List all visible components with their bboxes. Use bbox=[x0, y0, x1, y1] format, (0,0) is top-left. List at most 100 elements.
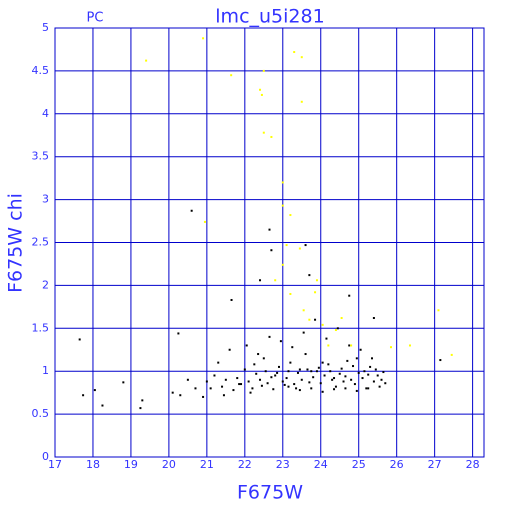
point bbox=[264, 370, 267, 373]
point bbox=[209, 387, 212, 390]
point bbox=[240, 383, 243, 386]
point bbox=[228, 348, 231, 351]
point bbox=[221, 385, 224, 388]
point bbox=[308, 318, 311, 321]
point bbox=[179, 394, 182, 397]
point bbox=[319, 382, 322, 385]
point bbox=[344, 375, 347, 378]
point bbox=[230, 74, 233, 77]
x-tick-label: 27 bbox=[428, 458, 442, 471]
y-tick-label: 5 bbox=[42, 21, 49, 34]
y-tick-label: 0.5 bbox=[32, 407, 50, 420]
point bbox=[296, 371, 299, 374]
point bbox=[285, 377, 288, 380]
point bbox=[327, 363, 330, 366]
point bbox=[306, 368, 309, 371]
point bbox=[382, 371, 385, 374]
point bbox=[342, 380, 345, 383]
x-tick-label: 18 bbox=[86, 458, 100, 471]
point bbox=[289, 361, 292, 364]
point bbox=[247, 380, 250, 383]
point bbox=[310, 387, 313, 390]
point bbox=[338, 372, 341, 375]
x-tick-label: 17 bbox=[48, 458, 62, 471]
point bbox=[321, 390, 324, 393]
point bbox=[353, 383, 356, 386]
point bbox=[277, 365, 280, 368]
point bbox=[372, 317, 375, 320]
point bbox=[314, 318, 317, 321]
point bbox=[325, 337, 328, 340]
point bbox=[348, 344, 351, 347]
point bbox=[262, 357, 265, 360]
point bbox=[300, 56, 303, 59]
point bbox=[259, 279, 262, 282]
point bbox=[268, 228, 271, 231]
x-tick-label: 19 bbox=[124, 458, 138, 471]
point bbox=[334, 329, 337, 332]
point bbox=[177, 332, 180, 335]
point bbox=[255, 372, 258, 375]
point bbox=[315, 279, 318, 282]
point bbox=[321, 361, 324, 364]
point bbox=[365, 387, 368, 390]
point bbox=[270, 376, 273, 379]
point bbox=[251, 387, 254, 390]
point bbox=[374, 368, 377, 371]
x-tick-label: 20 bbox=[162, 458, 176, 471]
point bbox=[213, 374, 216, 377]
point bbox=[202, 395, 205, 398]
point bbox=[359, 348, 362, 351]
point bbox=[317, 366, 320, 369]
y-tick-label: 4 bbox=[42, 107, 49, 120]
point bbox=[245, 344, 248, 347]
point bbox=[260, 384, 263, 387]
point bbox=[262, 131, 265, 134]
point bbox=[331, 378, 334, 381]
point bbox=[340, 317, 343, 320]
y-tick-label: 3.5 bbox=[32, 150, 50, 163]
point bbox=[141, 399, 144, 402]
point bbox=[298, 368, 301, 371]
point bbox=[190, 209, 193, 212]
point bbox=[302, 331, 305, 334]
point bbox=[217, 361, 220, 364]
point bbox=[408, 344, 411, 347]
point bbox=[384, 382, 387, 385]
point bbox=[281, 380, 284, 383]
y-tick-label: 1 bbox=[42, 364, 49, 377]
point bbox=[367, 387, 370, 390]
point bbox=[289, 292, 292, 295]
point bbox=[238, 383, 241, 386]
point bbox=[260, 93, 263, 96]
annotation: PC bbox=[87, 11, 104, 26]
point bbox=[302, 309, 305, 312]
point bbox=[257, 353, 260, 356]
point bbox=[437, 309, 440, 312]
point bbox=[361, 377, 364, 380]
point bbox=[350, 378, 353, 381]
point bbox=[300, 378, 303, 381]
x-tick-label: 23 bbox=[276, 458, 290, 471]
point bbox=[293, 51, 296, 54]
y-tick-label: 1.5 bbox=[32, 321, 50, 334]
point bbox=[367, 373, 370, 376]
point bbox=[78, 338, 81, 341]
x-tick-label: 21 bbox=[200, 458, 214, 471]
x-tick-label: 25 bbox=[352, 458, 366, 471]
point bbox=[376, 374, 379, 377]
point bbox=[287, 385, 290, 388]
point bbox=[355, 389, 358, 392]
point bbox=[346, 359, 349, 362]
y-tick-label: 2.5 bbox=[32, 236, 50, 249]
point bbox=[236, 377, 239, 380]
point bbox=[300, 100, 303, 103]
point bbox=[321, 323, 324, 326]
x-tick-label: 26 bbox=[390, 458, 404, 471]
point bbox=[262, 69, 265, 72]
point bbox=[304, 353, 307, 356]
point bbox=[289, 214, 292, 217]
point bbox=[378, 385, 381, 388]
point bbox=[230, 298, 233, 301]
